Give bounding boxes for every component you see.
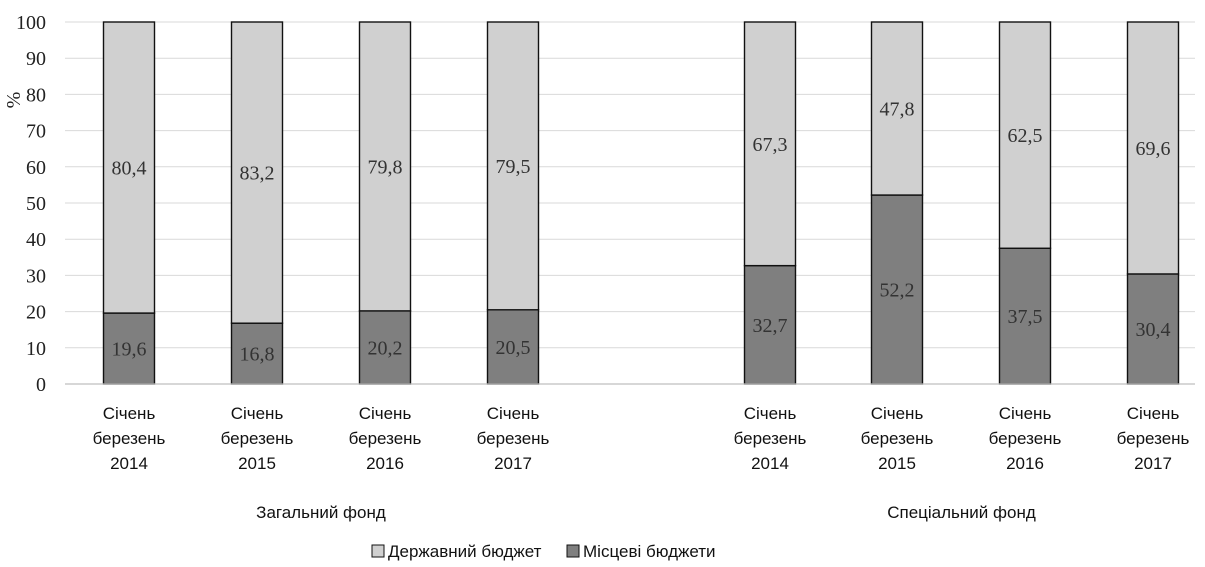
bar-segment-local — [230, 322, 284, 385]
group-label: Спеціальний фонд — [887, 503, 1036, 522]
y-tick-label: 20 — [26, 302, 46, 324]
data-label: 62,5 — [1008, 125, 1043, 147]
x-tick-label: березень — [989, 429, 1062, 448]
bar-segment-local — [102, 312, 156, 385]
y-tick-label: 60 — [26, 157, 46, 179]
y-tick-label: 0 — [36, 374, 46, 396]
data-label: 52,2 — [880, 280, 915, 302]
data-label: 30,4 — [1136, 319, 1171, 341]
legend-swatch — [566, 544, 580, 558]
legend-label: Місцеві бюджети — [583, 542, 716, 561]
bar-segment-local — [743, 264, 797, 385]
data-label: 19,6 — [112, 339, 147, 361]
bars: 19,6 80,4 16,8 83,2 20,2 79,8 20,5 79,5 32,7 67,3… — [102, 21, 1180, 385]
data-label: 37,5 — [1008, 306, 1043, 328]
data-label: 67,3 — [753, 134, 788, 156]
legend-label: Державний бюджет — [388, 542, 542, 561]
group-labels: Загальний фонд Спеціальний фонд — [256, 503, 1036, 522]
x-tick-label: 2015 — [238, 454, 276, 473]
data-label: 79,8 — [368, 156, 403, 178]
x-tick-label: Січень — [231, 404, 284, 423]
bar-segment-state — [486, 21, 540, 311]
y-tick-label: 90 — [26, 48, 46, 70]
x-tick-label: Січень — [871, 404, 924, 423]
x-tick-label: березень — [349, 429, 422, 448]
x-axis-category-labels: Січень березень 2014 Січень березень 2015 Січе… — [93, 404, 1190, 473]
data-label: 32,7 — [753, 315, 788, 337]
bar-segment-state — [230, 21, 284, 324]
x-tick-label: Січень — [359, 404, 412, 423]
legend: Державний бюджет Місцеві бюджети — [371, 542, 716, 561]
x-tick-label: березень — [93, 429, 166, 448]
y-tick-label: 10 — [26, 338, 46, 360]
x-tick-label: Січень — [103, 404, 156, 423]
x-tick-label: березень — [221, 429, 294, 448]
bar-segment-state — [358, 21, 412, 312]
y-tick-label: 100 — [16, 12, 46, 34]
data-label: 20,5 — [496, 337, 531, 359]
group-label: Загальний фонд — [256, 503, 386, 522]
data-label: 80,4 — [112, 158, 147, 180]
y-tick-label: 70 — [26, 121, 46, 143]
data-label: 47,8 — [880, 99, 915, 121]
y-tick-label: 80 — [26, 84, 46, 106]
y-axis-label: % — [3, 92, 25, 109]
x-tick-label: 2015 — [878, 454, 916, 473]
legend-swatch — [371, 544, 385, 558]
y-tick-label: 40 — [26, 229, 46, 251]
bar-segment-local — [486, 309, 540, 385]
y-tick-label: 50 — [26, 193, 46, 215]
x-tick-label: 2014 — [110, 454, 148, 473]
bar-segment-local — [870, 194, 924, 385]
x-tick-label: 2016 — [366, 454, 404, 473]
x-tick-label: березень — [1117, 429, 1190, 448]
x-tick-label: Січень — [744, 404, 797, 423]
bar-segment-local — [1126, 273, 1180, 385]
bar-segment-state — [998, 21, 1052, 249]
x-tick-label: Січень — [999, 404, 1052, 423]
data-label: 83,2 — [240, 163, 275, 185]
bar-segment-state — [1126, 21, 1180, 275]
x-tick-label: 2016 — [1006, 454, 1044, 473]
y-tick-label: 30 — [26, 265, 46, 287]
x-tick-label: Січень — [487, 404, 540, 423]
x-tick-label: 2017 — [494, 454, 532, 473]
x-tick-label: Січень — [1127, 404, 1180, 423]
bar-segment-state — [743, 21, 797, 267]
bar-segment-local — [998, 247, 1052, 385]
x-tick-label: березень — [477, 429, 550, 448]
y-axis-ticks: 0 10 20 30 40 50 60 70 80 90 100 — [16, 12, 46, 396]
bar-segment-state — [102, 21, 156, 314]
data-label: 16,8 — [240, 344, 275, 366]
x-tick-label: 2014 — [751, 454, 789, 473]
data-label: 79,5 — [496, 156, 531, 178]
x-tick-label: березень — [734, 429, 807, 448]
x-tick-label: 2017 — [1134, 454, 1172, 473]
bar-segment-state — [870, 21, 924, 196]
x-tick-label: березень — [861, 429, 934, 448]
data-label: 20,2 — [368, 337, 403, 359]
data-label: 69,6 — [1136, 138, 1171, 160]
